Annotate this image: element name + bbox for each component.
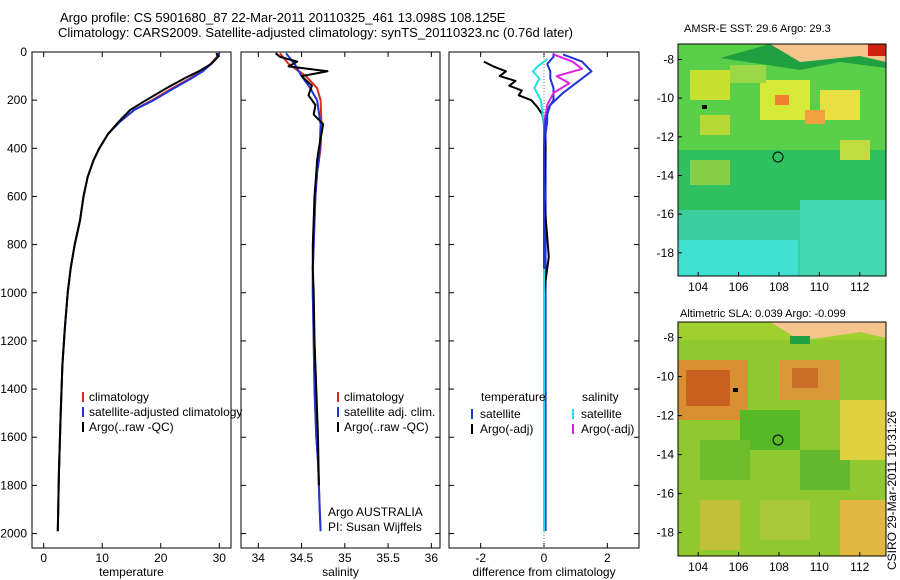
sla-map-xtick-label: 104 (688, 560, 708, 574)
temperature-ytick-label: 600 (7, 189, 27, 203)
temperature-ytick-label: 1400 (0, 382, 27, 396)
argo-country-label: Argo AUSTRALIA (328, 505, 423, 519)
sst-map-xtick-label: 108 (769, 280, 789, 294)
salinity-xtick-label: 34.5 (290, 551, 314, 565)
sla-map-xtick-label: 106 (729, 560, 749, 574)
salinity-series-blue (285, 52, 322, 532)
temperature-legend-label: Argo(..raw -QC) (89, 420, 174, 434)
difference-legend-label: Argo(-adj) (581, 422, 634, 436)
sla-map-ytick-label: -10 (657, 370, 675, 384)
sla-map-frame (677, 321, 887, 557)
salinity-legend-label: satellite adj. clim. (344, 405, 435, 419)
legend-salinity-heading: salinity (582, 390, 619, 404)
temperature-ytick-label: 1600 (0, 430, 27, 444)
sla-map-ytick-label: -12 (657, 409, 675, 423)
temperature-ytick-label: 800 (7, 238, 27, 252)
difference-series-blue (543, 53, 593, 269)
temperature-ytick-label: 2000 (0, 527, 27, 541)
salinity-xtick-label: 36 (425, 551, 439, 565)
sst-map-xtick-label: 104 (688, 280, 708, 294)
temperature-xtick-label: 10 (96, 551, 110, 565)
temperature-legend-label: climatology (89, 390, 149, 404)
salinity-legend-label: climatology (344, 390, 404, 404)
sst-map-ytick-label: -8 (663, 52, 674, 66)
sst-map-ytick-label: -16 (657, 207, 675, 221)
difference-xlabel: difference from climatology (472, 565, 615, 579)
sst-map (678, 44, 886, 276)
sla-map-ytick-label: -18 (657, 526, 675, 540)
sst-map-xtick-label: 112 (850, 280, 869, 294)
temperature-xtick-label: 20 (154, 551, 168, 565)
temperature-axes-frame (31, 51, 232, 549)
salinity-xlabel: salinity (322, 565, 359, 579)
sst-map-xtick-label: 110 (810, 280, 829, 294)
difference-series-magenta (543, 53, 583, 269)
sla-argo-location-marker (772, 434, 784, 446)
salinity-xtick-label: 34 (252, 551, 266, 565)
salinity-xtick-label: 35.5 (376, 551, 400, 565)
salinity-legend-label: Argo(..raw -QC) (344, 420, 429, 434)
sst-map-title: AMSR-E SST: 29.6 Argo: 29.3 (684, 23, 831, 35)
salinity-panel: 34 34.5 35 35.5 36 salinity climatologysatelli… (240, 51, 441, 579)
temperature-xtick-label: 0 (40, 551, 47, 565)
temperature-ytick-label: 1000 (0, 286, 27, 300)
temperature-series-red (56, 52, 220, 532)
sla-map-xtick-label: 108 (769, 560, 789, 574)
legend-temperature-heading: temperature (481, 390, 546, 404)
sla-map-xtick-label: 112 (850, 560, 869, 574)
temperature-xlabel: temperature (99, 565, 164, 579)
difference-legend-label: satellite (581, 407, 622, 421)
sla-map-ytick-label: -14 (657, 448, 675, 462)
temperature-ytick-label: 1800 (0, 478, 27, 492)
salinity-axes-frame (240, 51, 441, 549)
sla-map (678, 322, 886, 556)
difference-legend-label: Argo(-adj) (480, 422, 533, 436)
sst-map-ytick-label: -10 (657, 91, 675, 105)
temperature-xtick-label: 30 (213, 551, 227, 565)
csiro-credit: CSIRO 29-Mar-2011 10:31:26 (885, 410, 899, 570)
difference-xtick-label: 2 (604, 551, 611, 565)
difference-xtick-label: 0 (541, 551, 548, 565)
sst-map-ytick-label: -12 (657, 130, 675, 144)
difference-legend-label: satellite (480, 407, 521, 421)
difference-xtick-label: -2 (475, 551, 486, 565)
temperature-ytick-label: 1200 (0, 334, 27, 348)
temperature-ytick-label: 0 (20, 45, 27, 59)
sst-map-ytick-label: -14 (657, 168, 675, 182)
sla-map-ytick-label: -8 (663, 331, 674, 345)
temperature-series-blue (56, 52, 221, 532)
argo-pi-label: PI: Susan Wijffels (328, 520, 422, 534)
sst-argo-location-marker (772, 151, 784, 163)
sla-map-xtick-label: 110 (810, 560, 829, 574)
sst-map-frame (677, 43, 887, 277)
salinity-series-red (279, 52, 323, 532)
temperature-ytick-label: 200 (7, 93, 27, 107)
sla-map-ytick-label: -16 (657, 487, 675, 501)
figure-title-line2: Climatology: CARS2009. Satellite-adjuste… (58, 25, 573, 40)
temperature-panel: 0 10 20 30 0 200 400 600 800 1000 1200 1400 1600 1800… (0, 45, 242, 579)
temperature-series-black (56, 52, 220, 532)
figure-title-line1: Argo profile: CS 5901680_87 22-Mar-2011 … (60, 10, 506, 25)
sst-map-ytick-label: -18 (657, 246, 675, 260)
difference-series-black (483, 60, 550, 532)
salinity-series-black (274, 52, 329, 486)
sla-map-title: Altimetric SLA: 0.039 Argo: -0.099 (680, 308, 846, 320)
salinity-xtick-label: 35 (338, 551, 352, 565)
temperature-legend-label: satellite-adjusted climatology (89, 405, 242, 419)
temperature-ytick-label: 400 (7, 141, 27, 155)
sst-map-xtick-label: 106 (729, 280, 749, 294)
difference-series-blue (544, 53, 555, 532)
